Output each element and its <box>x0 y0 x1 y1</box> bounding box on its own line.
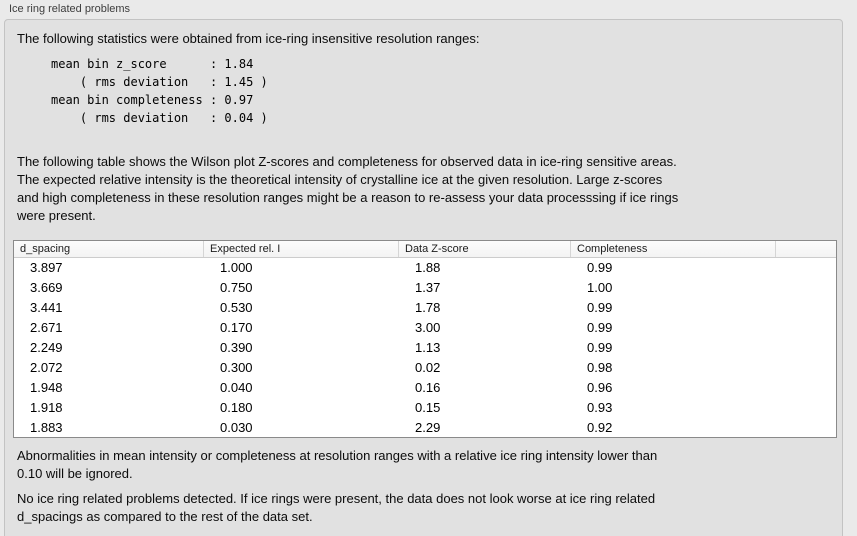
table-cell-filler <box>776 318 836 338</box>
table-cell: 0.99 <box>587 260 613 275</box>
table-cell: 0.98 <box>587 360 613 375</box>
table-cell: 0.92 <box>587 420 613 435</box>
table-cell: 2.249 <box>30 340 63 355</box>
table-row[interactable]: 3.897 1.000 1.88 0.99 <box>14 258 836 278</box>
table-row[interactable]: 1.883 0.030 2.29 0.92 <box>14 418 836 437</box>
table-cell-filler <box>776 298 836 318</box>
table-cell: 1.883 <box>30 420 63 435</box>
table-cell-filler <box>776 278 836 298</box>
intro-text: The following statistics were obtained f… <box>17 31 480 46</box>
table-cell: 0.030 <box>220 420 253 435</box>
table-cell: 2.29 <box>415 420 441 435</box>
column-header[interactable]: Data Z-score <box>399 241 571 257</box>
table-cell: 1.37 <box>415 280 441 295</box>
table-cell: 1.948 <box>30 380 63 395</box>
table-cell: 1.000 <box>220 260 253 275</box>
table-cell: 3.897 <box>30 260 63 275</box>
column-header[interactable]: Expected rel. I <box>204 241 399 257</box>
table-cell: 2.671 <box>30 320 63 335</box>
table-cell: 0.170 <box>220 320 253 335</box>
column-header[interactable]: d_spacing <box>14 241 204 257</box>
table-cell: 0.99 <box>587 340 613 355</box>
table-cell: 0.390 <box>220 340 253 355</box>
ice-ring-group-box: The following statistics were obtained f… <box>4 19 843 536</box>
table-cell: 2.072 <box>30 360 63 375</box>
column-header[interactable]: Completeness <box>571 241 776 257</box>
table-cell: 0.02 <box>415 360 441 375</box>
table-row[interactable]: 2.072 0.300 0.02 0.98 <box>14 358 836 378</box>
table-cell: 0.15 <box>415 400 441 415</box>
table-cell: 1.13 <box>415 340 441 355</box>
table-row[interactable]: 2.671 0.170 3.00 0.99 <box>14 318 836 338</box>
table-cell: 0.16 <box>415 380 441 395</box>
table-cell: 1.00 <box>587 280 613 295</box>
table-row[interactable]: 3.441 0.530 1.78 0.99 <box>14 298 836 318</box>
table-cell: 3.669 <box>30 280 63 295</box>
table-body: 3.897 1.000 1.88 0.99 3.669 0.750 1.37 1.00 3.44… <box>14 258 836 437</box>
table-cell-filler <box>776 378 836 398</box>
table-cell-filler <box>776 358 836 378</box>
table-cell-filler <box>776 398 836 418</box>
table-cell: 0.93 <box>587 400 613 415</box>
table-row[interactable]: 1.918 0.180 0.15 0.93 <box>14 398 836 418</box>
table-row[interactable]: 3.669 0.750 1.37 1.00 <box>14 278 836 298</box>
table-row[interactable]: 2.249 0.390 1.13 0.99 <box>14 338 836 358</box>
statistics-block: mean bin z_score : 1.84 ( rms deviation … <box>51 57 268 125</box>
table-row[interactable]: 1.948 0.040 0.16 0.96 <box>14 378 836 398</box>
table-cell: 3.00 <box>415 320 441 335</box>
table-cell-filler <box>776 418 836 437</box>
table-description-text: The following table shows the Wilson plo… <box>17 154 679 223</box>
table-cell: 0.300 <box>220 360 253 375</box>
table-cell: 0.180 <box>220 400 253 415</box>
table-cell: 0.96 <box>587 380 613 395</box>
ignore-note-text: Abnormalities in mean intensity or compl… <box>17 448 658 481</box>
table-cell: 1.88 <box>415 260 441 275</box>
table-cell: 0.530 <box>220 300 253 315</box>
table-cell: 0.99 <box>587 320 613 335</box>
table-cell-filler <box>776 338 836 358</box>
table-cell-filler <box>776 258 836 278</box>
ice-ring-table: d_spacing Expected rel. I Data Z-score Comp… <box>13 240 837 438</box>
table-cell: 1.918 <box>30 400 63 415</box>
table-cell: 0.99 <box>587 300 613 315</box>
table-header-row: d_spacing Expected rel. I Data Z-score Comp… <box>14 241 836 258</box>
table-cell: 0.040 <box>220 380 253 395</box>
table-cell: 0.750 <box>220 280 253 295</box>
conclusion-text: No ice ring related problems detected. I… <box>17 491 656 524</box>
table-cell: 1.78 <box>415 300 441 315</box>
table-cell: 3.441 <box>30 300 63 315</box>
panel-title: Ice ring related problems <box>9 3 131 15</box>
column-header-filler <box>776 241 836 257</box>
